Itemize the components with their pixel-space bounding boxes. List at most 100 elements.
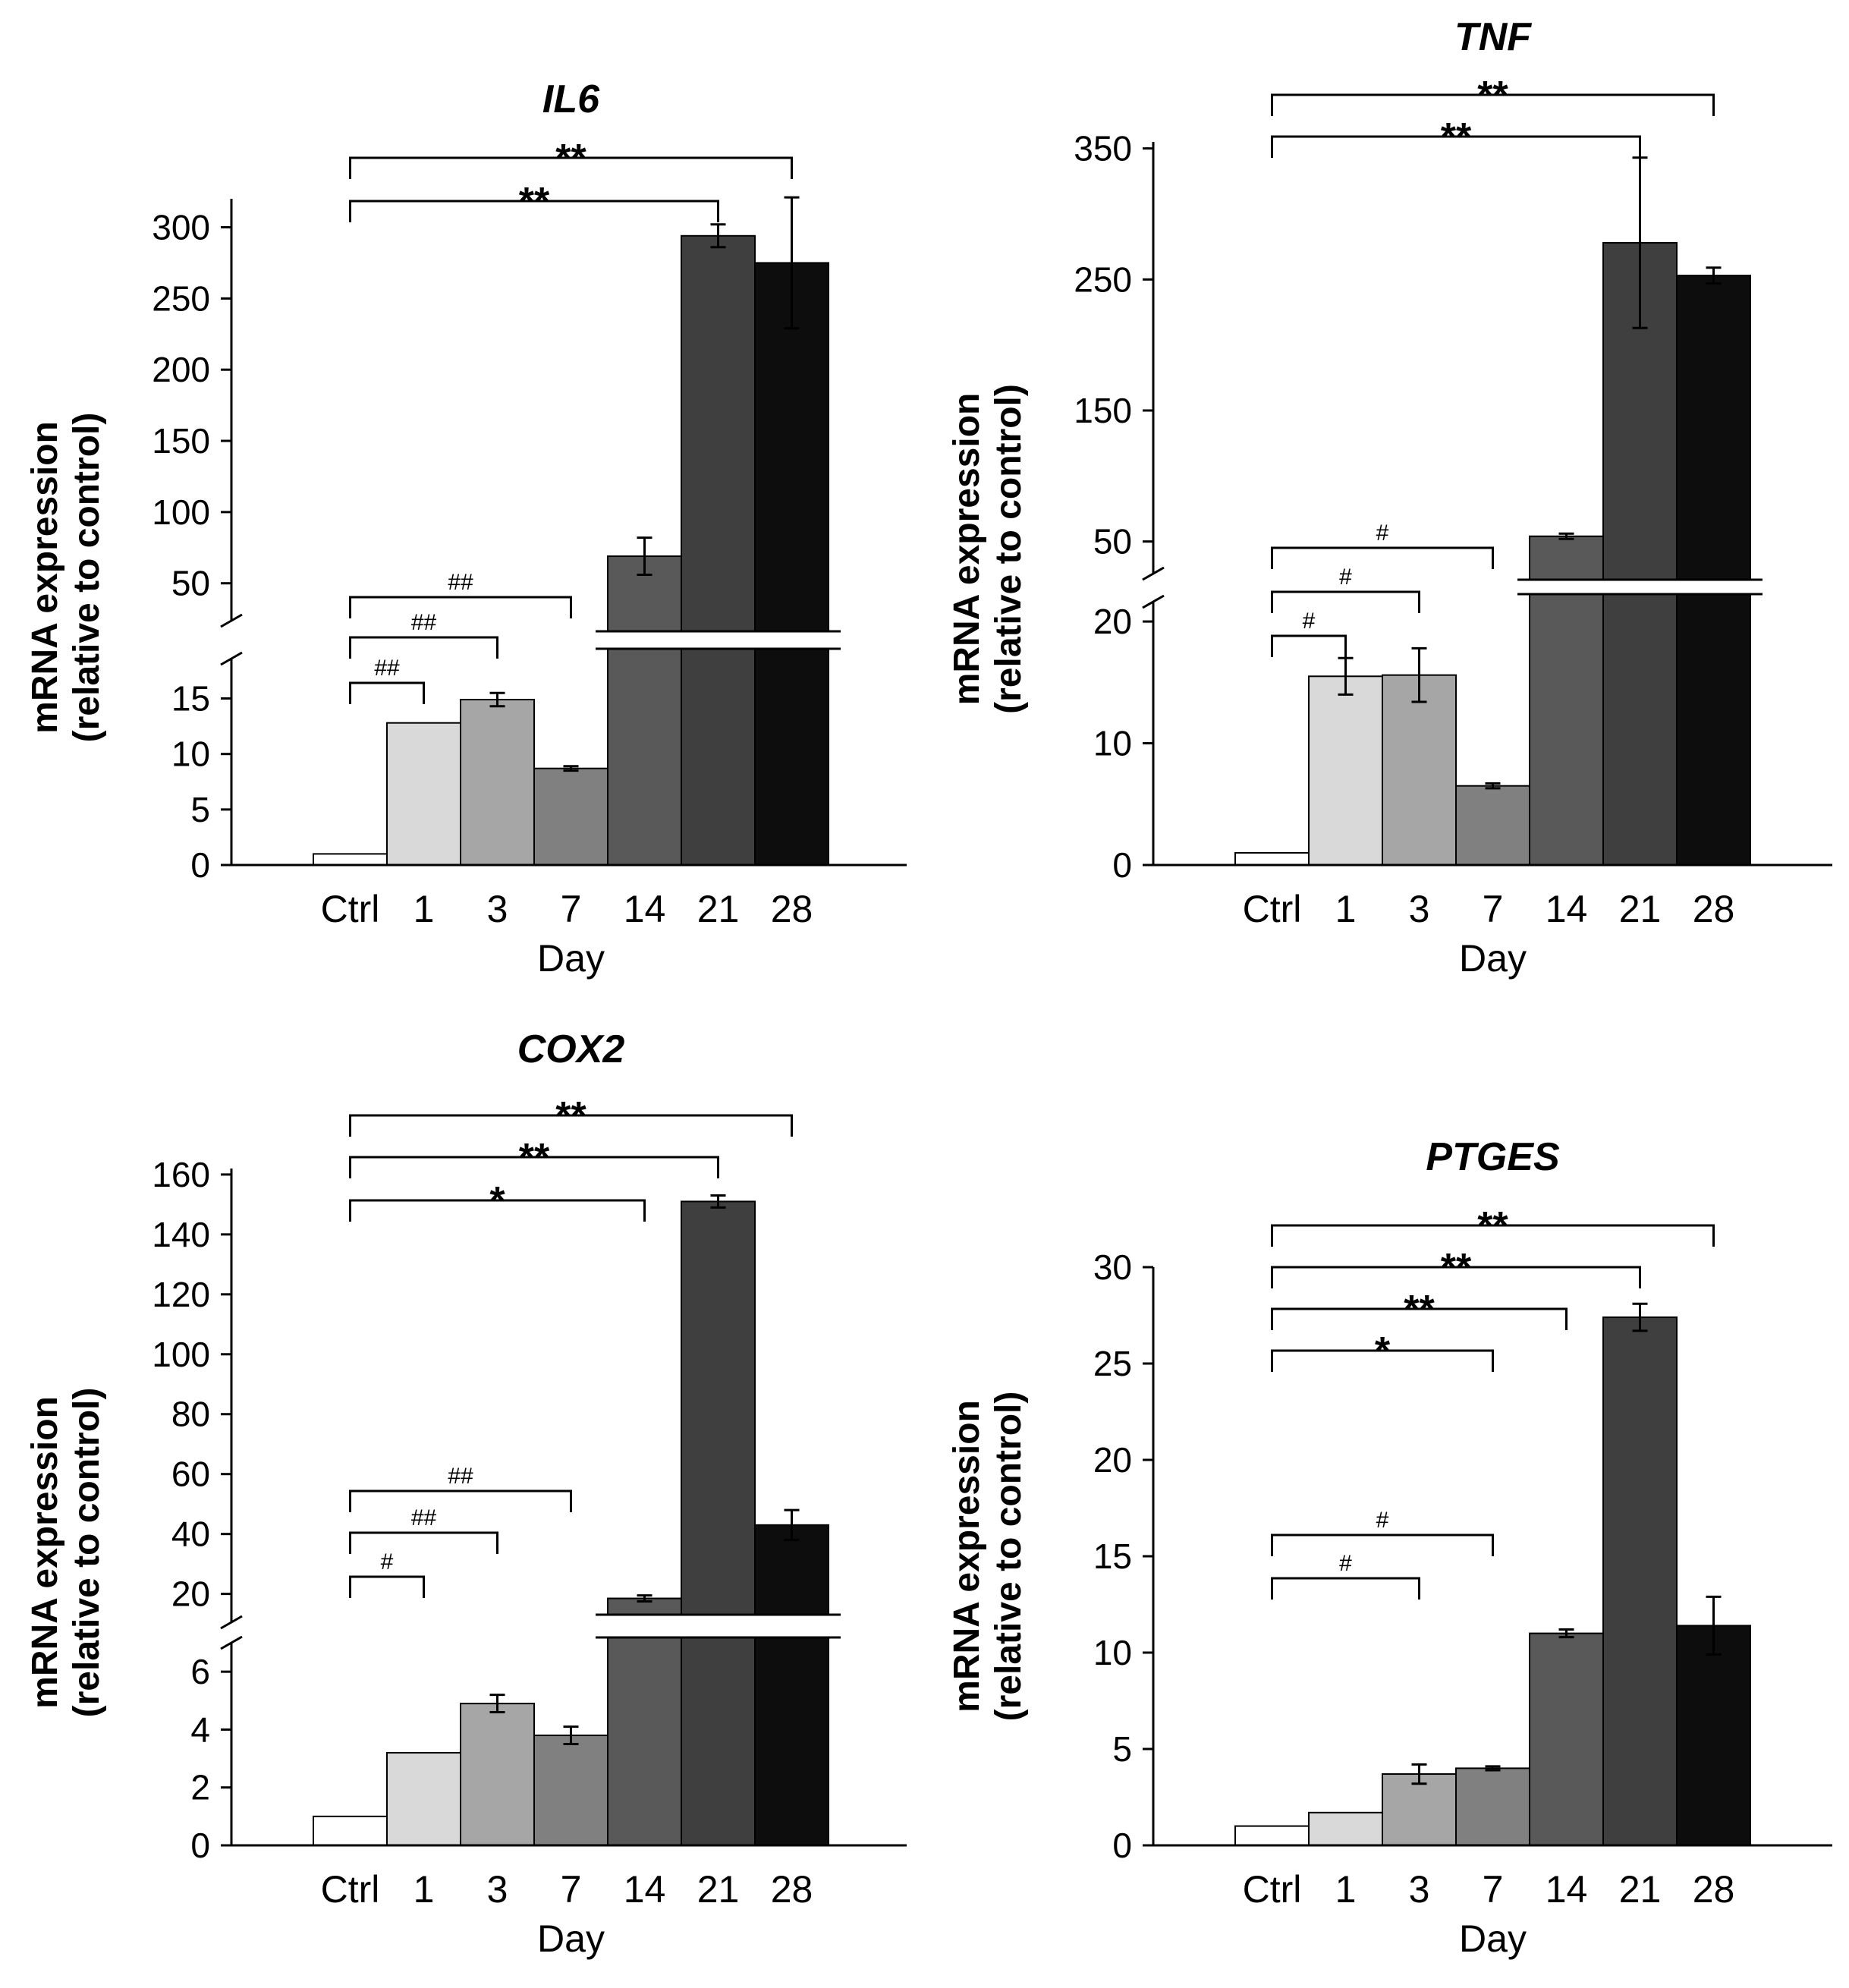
significance-bracket [1271, 1349, 1494, 1372]
y-tick-label: 350 [1074, 129, 1132, 168]
significance-label: ** [1477, 74, 1508, 118]
bar-3 [460, 698, 535, 867]
y-tick-label: 15 [171, 679, 210, 719]
significance-bracket [349, 1156, 719, 1178]
y-tick-label: 250 [1074, 260, 1132, 299]
y-tick-label: 150 [1074, 391, 1132, 430]
significance-bracket [1271, 1307, 1568, 1330]
y-tick-label: 40 [171, 1515, 210, 1554]
bar-28 [754, 1524, 829, 1846]
x-tick-label: Ctrl [1243, 1868, 1302, 1911]
significance-label: # [381, 1549, 394, 1574]
significance-bracket [1271, 135, 1641, 158]
y-tick-label: 0 [1112, 845, 1132, 885]
x-tick-label: 7 [561, 888, 582, 930]
y-tick-label: 15 [1093, 1537, 1132, 1576]
y-break-mark [220, 613, 243, 628]
significance-bracket [1271, 1533, 1494, 1556]
x-tick-label: 21 [697, 888, 740, 930]
y-tick-label: 30 [1093, 1247, 1132, 1287]
x-tick-label: 1 [1335, 1868, 1357, 1911]
y-axis-label: mRNA expression (relative to control) [25, 1388, 107, 1718]
bar-28 [1676, 275, 1751, 867]
y-tick-label: 0 [1112, 1826, 1132, 1865]
x-tick-label: 14 [1546, 888, 1588, 930]
chart-title: COX2 [517, 1027, 625, 1071]
significance-bracket [349, 1114, 793, 1137]
significance-label: ## [411, 610, 437, 635]
bar-7 [533, 767, 608, 866]
significance-bracket [1271, 1266, 1641, 1288]
x-tick-label: 21 [1619, 1868, 1662, 1911]
x-axis-label: Day [1459, 937, 1527, 980]
y-tick-label: 140 [152, 1215, 210, 1254]
y-tick-label: 100 [152, 1335, 210, 1374]
significance-label: * [489, 1179, 505, 1223]
y-axis-label-line2: (relative to control) [67, 413, 107, 743]
y-tick-label: 20 [171, 1574, 210, 1614]
bar-7 [1455, 785, 1530, 867]
x-tick-label: 21 [1619, 888, 1662, 930]
bar-28 [1676, 1625, 1751, 1846]
bar-3 [460, 1703, 535, 1846]
x-tick-label: 7 [1483, 888, 1504, 930]
bar-Ctrl [1234, 1825, 1310, 1846]
significance-bracket [349, 200, 719, 222]
y-tick-label: 5 [190, 790, 210, 829]
axis-break-gap [596, 631, 841, 649]
x-tick-label: 3 [1409, 888, 1430, 930]
bar-Ctrl [1234, 851, 1310, 867]
x-tick-label: Ctrl [321, 1868, 380, 1911]
y-break-mark [220, 1615, 243, 1630]
significance-label: # [1376, 521, 1389, 546]
significance-bracket [1271, 1577, 1420, 1600]
x-tick-label: 21 [697, 1868, 740, 1911]
y-break-mark [220, 1635, 243, 1650]
bar-1 [386, 1751, 461, 1847]
significance-label: # [1339, 1551, 1352, 1576]
chart-title: TNF [1454, 15, 1532, 59]
chart-panel-ptges: PTGES 0 5 10 15 20 25 30 Ctrl 1 3 7 14 21 28 Day mRNA ex… [947, 1135, 1832, 1960]
x-tick-label: 28 [1693, 1868, 1735, 1911]
x-tick-label: 3 [487, 888, 508, 930]
significance-bracket [349, 596, 572, 618]
bar-1 [1308, 675, 1383, 867]
x-axis-label: Day [1459, 1917, 1527, 1960]
significance-bracket [349, 636, 498, 659]
y-axis-label: mRNA expression (relative to control) [25, 413, 107, 743]
bar-21 [681, 234, 756, 866]
x-axis-label: Day [537, 1917, 605, 1960]
significance-label: ** [555, 137, 586, 181]
x-tick-label: 1 [414, 1868, 435, 1911]
chart-panel-tnf: TNF 0 10 20 50 150 250 350 Ctrl 1 3 7 14 21 28 Day mRNA … [947, 15, 1832, 980]
y-tick-label: 20 [1093, 1440, 1132, 1480]
y-axis-label: mRNA expression (relative to control) [947, 384, 1029, 714]
significance-bracket [1271, 1224, 1715, 1247]
x-tick-label: 1 [1335, 888, 1357, 930]
y-tick-label: 10 [171, 734, 210, 774]
y-tick-label: 60 [171, 1455, 210, 1494]
y-axis-label-line1: mRNA expression [25, 421, 65, 734]
y-axis-label-line1: mRNA expression [947, 1400, 987, 1713]
x-tick-label: 28 [1693, 888, 1735, 930]
bar-Ctrl [313, 853, 388, 866]
x-tick-label: 7 [1483, 1868, 1504, 1911]
significance-label: ## [411, 1505, 437, 1530]
axis-break-gap [596, 1615, 841, 1637]
y-axis-label-line2: (relative to control) [989, 384, 1029, 714]
bar-7 [533, 1735, 608, 1846]
y-break-mark [1142, 594, 1165, 609]
y-break-mark [1142, 566, 1165, 581]
y-break-mark [220, 651, 243, 666]
significance-bracket [1271, 590, 1420, 613]
x-tick-label: 3 [487, 1868, 508, 1911]
significance-label: ** [1441, 1246, 1472, 1290]
axis-break-gap [1517, 580, 1763, 594]
chart-title: IL6 [542, 77, 600, 121]
y-tick-label: 80 [171, 1395, 210, 1434]
chart-panel-il6: IL6 0 5 10 15 50 100 150 200 250 300 Ctrl 1 3 7 14 21 28 D… [25, 77, 907, 980]
bar-7 [1455, 1767, 1530, 1847]
y-tick-label: 25 [1093, 1344, 1132, 1383]
significance-bracket [1271, 634, 1347, 657]
significance-label: # [1303, 609, 1316, 634]
